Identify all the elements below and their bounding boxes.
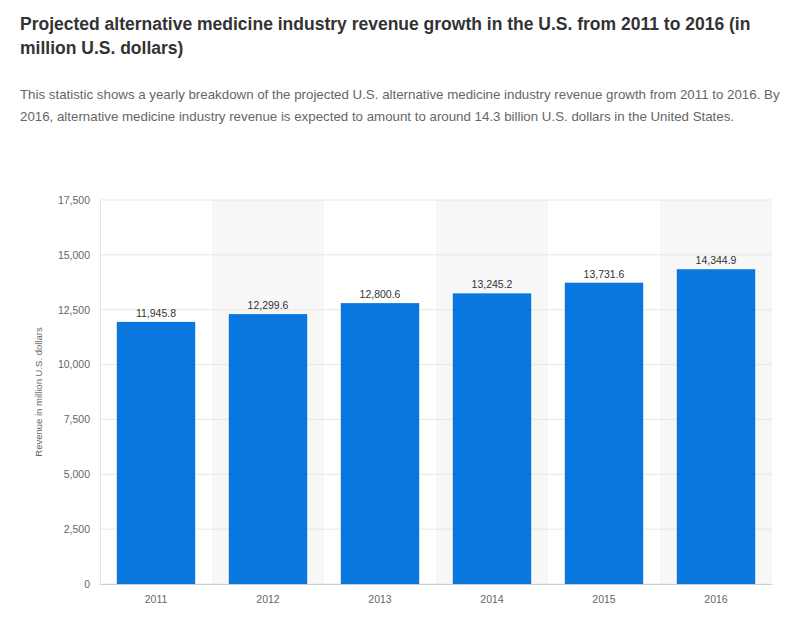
tick-label: 2,500 xyxy=(64,523,90,535)
column-band xyxy=(212,200,324,584)
tick: 2014 xyxy=(480,584,504,605)
tick: 10,000 xyxy=(58,358,100,370)
tick-label: 5,000 xyxy=(64,468,90,480)
grid-line xyxy=(100,474,772,475)
bar[interactable] xyxy=(341,303,419,584)
data-label: 13,731.6 xyxy=(584,268,625,280)
grid-line xyxy=(100,529,772,530)
tick-label: 2012 xyxy=(256,593,280,605)
tick-label: 2013 xyxy=(368,593,392,605)
y-axis: 0 2,500 5,000 7,500 10,000 12,500 15,000 17,500 xyxy=(58,194,101,590)
tick: 2011 xyxy=(145,584,168,605)
chart-title: Projected alternative medicine industry … xyxy=(20,12,785,60)
tick-label: 2015 xyxy=(592,593,616,605)
bar[interactable] xyxy=(677,269,755,584)
data-label: 12,299.6 xyxy=(248,299,289,311)
tick-label: 15,000 xyxy=(58,249,90,261)
tick: 2012 xyxy=(256,584,280,605)
bars xyxy=(117,269,755,584)
column-bands xyxy=(212,200,772,584)
data-label: 14,344.9 xyxy=(696,254,737,266)
grid-line xyxy=(100,364,772,365)
axis-line xyxy=(101,584,773,585)
tick-label: 2016 xyxy=(704,593,728,605)
axis-title: Revenue in million U.S. dollars xyxy=(33,327,44,457)
chart-subtitle: This statistic shows a yearly breakdown … xyxy=(20,84,780,128)
grid-line xyxy=(100,584,772,585)
tick-label: 10,000 xyxy=(58,358,90,370)
tick: 7,500 xyxy=(64,413,100,425)
tick-label: 17,500 xyxy=(58,194,90,206)
tick: 2,500 xyxy=(64,523,100,535)
grid-line xyxy=(100,200,772,201)
tick: 2015 xyxy=(592,584,616,605)
column-band xyxy=(660,200,772,584)
column-band xyxy=(436,200,548,584)
tick: 17,500 xyxy=(58,194,100,206)
data-labels: 11,945.8 12,299.6 12,800.6 13,245.2 13,731.6… xyxy=(136,254,737,319)
tick-label: 7,500 xyxy=(64,413,90,425)
tick-label: 12,500 xyxy=(58,304,90,316)
tick: 0 xyxy=(84,578,100,590)
bar[interactable] xyxy=(117,322,195,584)
bar[interactable] xyxy=(565,283,643,584)
tick: 15,000 xyxy=(58,249,100,261)
chart-canvas: 0 2,500 5,000 7,500 10,000 12,500 15,000 17,500… xyxy=(0,0,797,626)
tick-label: 2014 xyxy=(480,593,504,605)
data-label: 13,245.2 xyxy=(472,278,513,290)
data-label: 11,945.8 xyxy=(136,307,176,319)
x-axis: 2011 2012 2013 2014 2015 2016 xyxy=(101,584,773,605)
bar[interactable] xyxy=(229,314,307,584)
bar[interactable] xyxy=(453,293,531,584)
grid xyxy=(100,200,772,584)
grid-line xyxy=(100,309,772,310)
grid-line xyxy=(100,419,772,420)
tick: 2016 xyxy=(704,584,728,605)
data-label: 12,800.6 xyxy=(360,288,401,300)
tick-label: 2011 xyxy=(145,593,168,605)
tick: 5,000 xyxy=(64,468,100,480)
tick: 2013 xyxy=(368,584,392,605)
axis-line xyxy=(100,201,101,585)
tick-label: 0 xyxy=(84,578,90,590)
grid-line xyxy=(100,254,772,255)
tick: 12,500 xyxy=(58,304,100,316)
